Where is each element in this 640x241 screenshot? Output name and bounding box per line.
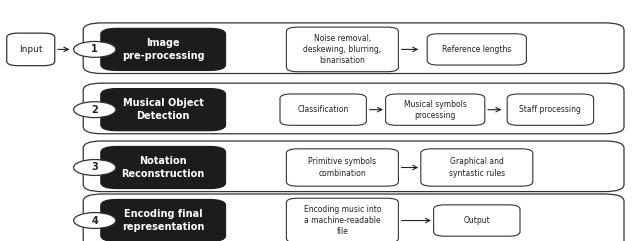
- FancyBboxPatch shape: [428, 34, 526, 65]
- Text: 3: 3: [92, 162, 98, 173]
- FancyBboxPatch shape: [280, 94, 366, 125]
- Circle shape: [74, 160, 116, 175]
- Text: Noise removal,
deskewing, blurring,
binarisation: Noise removal, deskewing, blurring, bina…: [303, 34, 381, 65]
- Circle shape: [74, 41, 116, 57]
- FancyBboxPatch shape: [287, 27, 398, 72]
- FancyBboxPatch shape: [101, 147, 226, 188]
- FancyBboxPatch shape: [83, 141, 624, 192]
- FancyBboxPatch shape: [101, 28, 226, 70]
- Text: Musical symbols
processing: Musical symbols processing: [404, 100, 467, 120]
- Text: Staff processing: Staff processing: [520, 105, 581, 114]
- Text: Output: Output: [463, 216, 490, 225]
- FancyBboxPatch shape: [287, 149, 398, 186]
- FancyBboxPatch shape: [83, 23, 624, 74]
- FancyBboxPatch shape: [83, 194, 624, 241]
- FancyBboxPatch shape: [7, 33, 55, 66]
- Text: Classification: Classification: [298, 105, 349, 114]
- Text: 4: 4: [92, 215, 98, 226]
- Text: Image
pre-processing: Image pre-processing: [122, 38, 205, 61]
- Text: Notation
Reconstruction: Notation Reconstruction: [122, 156, 205, 179]
- Text: 2: 2: [92, 105, 98, 115]
- FancyBboxPatch shape: [101, 200, 226, 241]
- Text: 1: 1: [92, 44, 98, 54]
- FancyBboxPatch shape: [101, 88, 226, 131]
- Text: Musical Object
Detection: Musical Object Detection: [123, 98, 204, 121]
- Text: Reference lengths: Reference lengths: [442, 45, 511, 54]
- FancyBboxPatch shape: [434, 205, 520, 236]
- FancyBboxPatch shape: [83, 83, 624, 134]
- Text: Encoding final
representation: Encoding final representation: [122, 209, 204, 232]
- Text: Graphical and
syntastic rules: Graphical and syntastic rules: [449, 157, 505, 178]
- FancyBboxPatch shape: [287, 198, 398, 241]
- Text: Encoding music into
a machine-readable
file: Encoding music into a machine-readable f…: [303, 205, 381, 236]
- Text: Primitive symbols
combination: Primitive symbols combination: [308, 157, 376, 178]
- Circle shape: [74, 213, 116, 228]
- Text: Input: Input: [19, 45, 42, 54]
- FancyBboxPatch shape: [385, 94, 485, 125]
- FancyBboxPatch shape: [421, 149, 532, 186]
- FancyBboxPatch shape: [507, 94, 594, 125]
- Circle shape: [74, 102, 116, 118]
